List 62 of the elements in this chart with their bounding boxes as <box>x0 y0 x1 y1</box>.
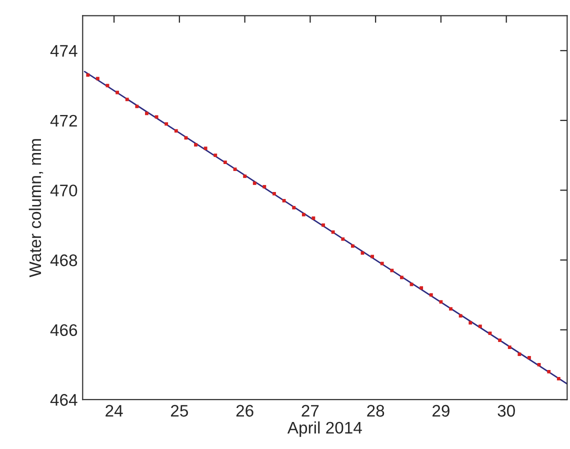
point <box>478 324 482 328</box>
point <box>331 230 335 234</box>
point <box>262 185 266 188</box>
point <box>204 146 208 150</box>
point <box>125 98 129 102</box>
point <box>390 268 394 272</box>
point <box>214 154 218 158</box>
y-tick-label: 464 <box>50 394 78 406</box>
point <box>380 262 384 266</box>
point <box>410 282 414 286</box>
point <box>400 276 404 280</box>
y-tick-label: 468 <box>50 254 78 266</box>
point <box>233 168 237 171</box>
x-tick-label: 28 <box>367 404 384 417</box>
point <box>498 338 502 342</box>
point <box>449 307 452 311</box>
point <box>547 370 551 374</box>
point <box>420 286 424 290</box>
point <box>322 223 325 227</box>
point <box>164 122 168 126</box>
y-tick-label: 466 <box>50 324 78 336</box>
point <box>282 198 286 202</box>
point <box>86 73 90 77</box>
point <box>292 206 296 210</box>
point <box>468 321 472 325</box>
point <box>458 314 462 318</box>
point <box>429 293 433 297</box>
point <box>174 129 178 133</box>
point <box>528 356 531 360</box>
point <box>556 376 560 380</box>
point <box>145 112 148 116</box>
point <box>135 104 139 108</box>
x-axis-title: April 2014 <box>287 421 362 437</box>
point <box>116 90 120 94</box>
point <box>154 115 158 119</box>
point <box>243 174 247 178</box>
point <box>252 182 256 185</box>
point <box>302 212 306 216</box>
point <box>439 300 443 304</box>
point <box>537 363 541 366</box>
x-tick-label: 25 <box>170 404 188 417</box>
point <box>312 216 316 220</box>
point <box>194 143 198 147</box>
y-tick-label: 472 <box>50 114 77 126</box>
y-tick-label: 470 <box>50 184 78 196</box>
x-tick-label: 27 <box>302 404 319 417</box>
point <box>341 237 345 241</box>
x-tick-label: 26 <box>236 404 254 417</box>
point <box>272 192 276 196</box>
x-tick-label: 29 <box>432 404 450 417</box>
point <box>518 352 522 356</box>
point <box>370 254 374 258</box>
point <box>350 244 354 248</box>
point <box>184 136 188 140</box>
x-tick-label: 30 <box>498 404 515 417</box>
y-axis-title: Water column, mm <box>28 139 44 278</box>
point <box>96 76 100 80</box>
point <box>488 332 492 335</box>
point <box>508 346 512 349</box>
point <box>223 160 227 164</box>
x-tick-label: 24 <box>106 404 123 417</box>
y-tick-label: 474 <box>50 45 78 57</box>
